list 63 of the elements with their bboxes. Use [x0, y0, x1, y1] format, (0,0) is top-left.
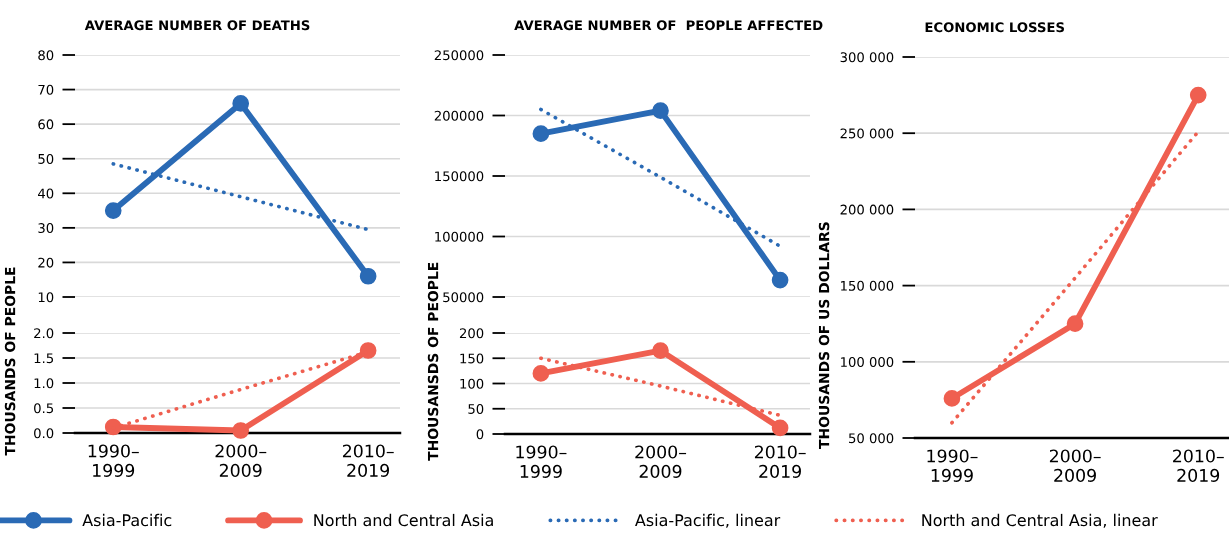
y-tick-label: 0.0: [34, 428, 54, 439]
chart-title: AVERAGE NUMBER OF PEOPLE AFFECTED: [514, 20, 823, 31]
y-tick-label: 200 000: [840, 204, 894, 215]
y-tick-label: 250000: [434, 50, 484, 61]
y-tick-label: 100000: [435, 231, 484, 242]
y-tick-label: 50000: [443, 292, 484, 303]
legend-label: Asia-Pacific, linear: [635, 513, 781, 528]
point: [232, 422, 250, 439]
y-tick-label: 20: [38, 257, 54, 268]
y-tick-label: 40: [38, 188, 54, 199]
y-tick-label: 1.0: [34, 378, 54, 389]
point: [771, 271, 789, 289]
x-tick-label: 2000– 2009: [1049, 449, 1101, 482]
point: [359, 267, 377, 285]
y-tick-label: 0.5: [34, 403, 54, 414]
point: [104, 202, 122, 219]
chart-title: AVERAGE NUMBER OF DEATHS: [84, 20, 310, 31]
y-tick-label: 50: [38, 153, 54, 164]
y-axis-title: THOUSANSDS OF PEOPLE: [427, 262, 439, 461]
y-tick-label: 250 000: [840, 128, 894, 139]
y-tick-label: 0: [476, 429, 484, 440]
x-tick-label: 2010– 2019: [1173, 449, 1224, 482]
y-tick-label: 30: [38, 223, 54, 234]
x-tick-label: 1990– 1999: [88, 444, 139, 477]
y-tick-label: 150000: [435, 171, 484, 182]
y-tick-label: 200000: [434, 110, 484, 121]
legend-label: Asia-Pacific: [82, 513, 172, 527]
point: [532, 125, 550, 142]
point: [104, 418, 122, 436]
point: [771, 419, 789, 437]
y-tick-label: 50: [468, 403, 484, 414]
y-tick-label: 80: [38, 50, 54, 61]
y-tick-label: 300 000: [840, 52, 894, 63]
legend-label: North and Central Asia, linear: [922, 513, 1158, 528]
point: [1189, 86, 1207, 104]
point: [532, 365, 550, 382]
y-tick-label: 100 000: [841, 357, 894, 367]
point: [652, 102, 669, 119]
x-tick-label: 2000– 2009: [635, 445, 687, 478]
y-tick-label: 200: [459, 328, 484, 339]
y-tick-label: 150: [460, 353, 484, 364]
point: [232, 95, 250, 112]
legend-label: North and Central Asia: [314, 513, 493, 527]
y-tick-label: 60: [38, 119, 54, 130]
y-tick-label: 70: [38, 84, 54, 95]
y-tick-label: 2.0: [34, 328, 54, 339]
x-tick-label: 2010– 2019: [342, 444, 394, 477]
x-tick-label: 1990– 1999: [927, 449, 978, 482]
point: [1066, 315, 1084, 333]
y-tick-label: 10: [38, 292, 54, 303]
y-axis-title: THOUSANDS OF PEOPLE: [4, 267, 16, 456]
point: [652, 342, 669, 360]
y-tick-label: 50 000: [849, 433, 894, 444]
chart-title: ECONOMIC LOSSES: [925, 22, 1065, 33]
y-tick-label: 150 000: [841, 280, 894, 291]
x-tick-label: 2000– 2009: [215, 444, 267, 477]
y-tick-label: 100: [460, 378, 484, 389]
x-tick-label: 2010– 2019: [754, 445, 806, 478]
point: [359, 342, 377, 359]
point: [943, 390, 961, 407]
y-tick-label: 1.5: [34, 353, 54, 364]
y-axis-title: THOUSANDS OF US DOLLARS: [818, 222, 830, 449]
x-tick-label: 1990– 1999: [516, 445, 567, 478]
